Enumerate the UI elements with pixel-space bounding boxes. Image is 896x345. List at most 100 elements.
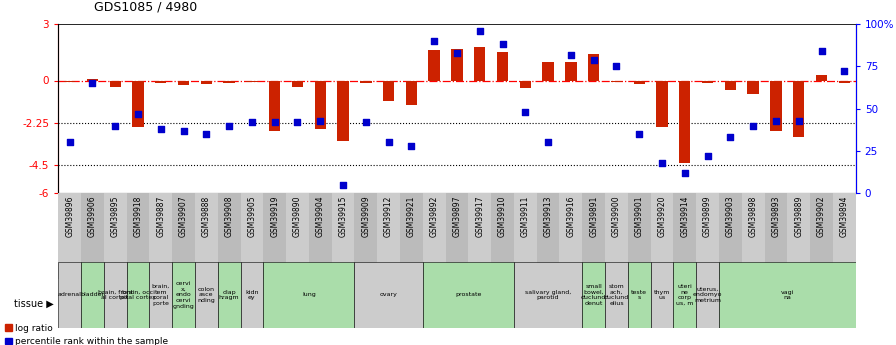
Point: [199, 131, 213, 137]
Bar: [223, 80, 235, 83]
Bar: [423, 193, 445, 279]
Bar: [537, 193, 559, 279]
Point: [632, 131, 646, 137]
Text: GSM39890: GSM39890: [293, 196, 302, 237]
Bar: [126, 193, 150, 279]
Text: cervi
x,
endo
cervi
gnding: cervi x, endo cervi gnding: [173, 281, 194, 309]
Bar: [360, 80, 372, 83]
Bar: [815, 75, 827, 80]
Text: GSM39911: GSM39911: [521, 196, 530, 237]
Text: GSM39920: GSM39920: [658, 196, 667, 237]
Text: prostate: prostate: [455, 293, 481, 297]
Text: GSM39912: GSM39912: [384, 196, 393, 237]
Bar: [355, 193, 377, 279]
Point: [814, 48, 829, 54]
Bar: [104, 262, 126, 328]
Point: [268, 119, 282, 125]
Point: [701, 153, 715, 159]
Bar: [104, 193, 126, 279]
Text: ovary: ovary: [380, 293, 398, 297]
Bar: [611, 80, 622, 82]
Point: [746, 123, 761, 128]
Bar: [400, 193, 423, 279]
Point: [427, 38, 442, 44]
Bar: [452, 49, 462, 80]
Text: bladder: bladder: [81, 293, 105, 297]
Point: [655, 160, 669, 166]
Text: GSM39894: GSM39894: [840, 196, 849, 237]
Text: GSM39906: GSM39906: [88, 196, 97, 237]
Bar: [377, 193, 400, 279]
Text: teste
s: teste s: [631, 289, 647, 300]
Bar: [559, 193, 582, 279]
Bar: [177, 80, 189, 85]
Point: [723, 135, 737, 140]
Text: tissue ▶: tissue ▶: [14, 299, 54, 308]
Bar: [520, 80, 531, 88]
Bar: [514, 193, 537, 279]
Bar: [696, 193, 719, 279]
Text: GDS1085 / 4980: GDS1085 / 4980: [94, 1, 197, 14]
Text: lung: lung: [302, 293, 315, 297]
Bar: [719, 193, 742, 279]
Point: [472, 28, 487, 34]
Bar: [172, 262, 195, 328]
Text: kidn
ey: kidn ey: [246, 289, 259, 300]
Bar: [126, 262, 150, 328]
Point: [450, 50, 464, 56]
Text: GSM39888: GSM39888: [202, 196, 211, 237]
Bar: [633, 80, 645, 84]
Point: [791, 118, 806, 123]
Point: [564, 52, 578, 57]
Bar: [423, 262, 514, 328]
Point: [336, 182, 350, 188]
Text: GSM39910: GSM39910: [498, 196, 507, 237]
Point: [177, 128, 191, 134]
Bar: [309, 193, 332, 279]
Bar: [491, 193, 514, 279]
Bar: [150, 193, 172, 279]
Text: GSM39887: GSM39887: [156, 196, 165, 237]
Bar: [771, 80, 781, 131]
Bar: [747, 80, 759, 93]
Bar: [201, 80, 212, 84]
Text: stom
ach,
duclund
elius: stom ach, duclund elius: [604, 284, 629, 306]
Text: brain, occi
pital cortex: brain, occi pital cortex: [120, 289, 156, 300]
Text: uteri
ne
corp
us, m: uteri ne corp us, m: [676, 284, 694, 306]
Point: [837, 69, 851, 74]
Bar: [674, 193, 696, 279]
Text: GSM39915: GSM39915: [339, 196, 348, 237]
Text: small
bowel,
duclund
denut: small bowel, duclund denut: [581, 284, 607, 306]
Bar: [702, 80, 713, 83]
Point: [313, 118, 327, 123]
Bar: [155, 80, 167, 83]
Bar: [58, 262, 81, 328]
Point: [495, 42, 510, 47]
Text: GSM39905: GSM39905: [247, 196, 256, 237]
Bar: [58, 193, 81, 279]
Bar: [263, 262, 355, 328]
Text: GSM39919: GSM39919: [271, 196, 280, 237]
Text: GSM39902: GSM39902: [817, 196, 826, 237]
Text: GSM39908: GSM39908: [225, 196, 234, 237]
Text: vagi
na: vagi na: [780, 289, 794, 300]
Text: GSM39896: GSM39896: [65, 196, 74, 237]
Bar: [64, 80, 75, 82]
Bar: [338, 80, 349, 141]
Point: [677, 170, 692, 176]
Bar: [810, 193, 833, 279]
Point: [131, 111, 145, 117]
Point: [245, 119, 259, 125]
Bar: [657, 80, 668, 127]
Bar: [314, 80, 326, 129]
Bar: [246, 80, 258, 82]
Text: GSM39917: GSM39917: [475, 196, 484, 237]
Bar: [218, 193, 240, 279]
Text: adrenal: adrenal: [57, 293, 82, 297]
Text: colon
asce
nding: colon asce nding: [197, 287, 215, 303]
Bar: [195, 262, 218, 328]
Bar: [725, 80, 737, 90]
Bar: [292, 80, 303, 87]
Text: thym
us: thym us: [654, 289, 670, 300]
Bar: [240, 262, 263, 328]
